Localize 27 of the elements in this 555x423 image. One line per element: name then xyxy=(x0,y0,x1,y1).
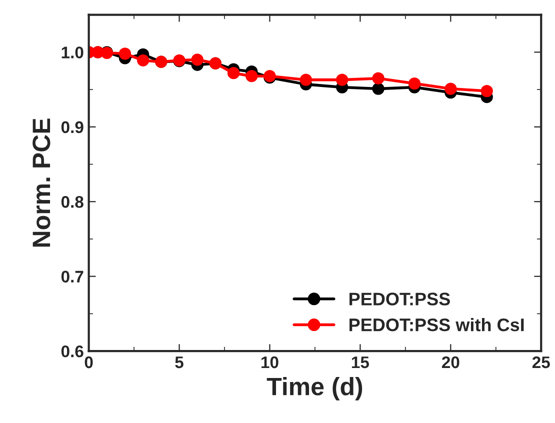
point xyxy=(372,72,384,84)
y-tick-label: 0.7 xyxy=(61,270,84,283)
y-tick-label: 0.9 xyxy=(61,121,84,134)
point xyxy=(444,82,457,95)
point xyxy=(300,74,312,86)
legend-label: PEDOT:PSS with CsI xyxy=(350,318,524,332)
x-tick-label: 25 xyxy=(532,356,550,368)
x-tick-label: 10 xyxy=(262,356,278,368)
x-axis-title: Time (d) xyxy=(266,377,362,400)
point xyxy=(336,74,348,86)
x-tick-label: 15 xyxy=(352,356,369,368)
y-axis-title: Norm. PCE xyxy=(32,118,50,247)
point xyxy=(118,48,132,60)
y-tick-label: 0.8 xyxy=(61,196,84,208)
x-tick-label: 0 xyxy=(84,356,93,368)
point xyxy=(191,54,204,66)
point xyxy=(227,67,240,80)
point xyxy=(372,82,384,95)
x-tick-label: 5 xyxy=(175,356,184,368)
point xyxy=(137,54,150,66)
point xyxy=(246,70,258,82)
point xyxy=(480,84,493,98)
y-tick-label: 0.6 xyxy=(61,345,84,358)
y-tick-label: 1.0 xyxy=(62,46,84,58)
legend-label: PEDOT:PSS xyxy=(350,292,450,306)
x-tick-label: 20 xyxy=(442,356,460,368)
point xyxy=(408,77,421,90)
